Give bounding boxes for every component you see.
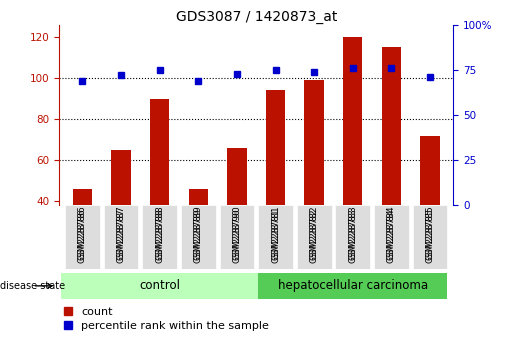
FancyBboxPatch shape — [297, 205, 332, 269]
Title: GDS3087 / 1420873_at: GDS3087 / 1420873_at — [176, 10, 337, 24]
Bar — [304, 80, 324, 205]
Bar — [188, 189, 208, 205]
Text: GSM228786: GSM228786 — [78, 209, 87, 263]
Text: GSM228790: GSM228790 — [232, 205, 242, 260]
Text: GSM228786: GSM228786 — [78, 205, 87, 260]
FancyBboxPatch shape — [181, 205, 216, 269]
Text: GSM228787: GSM228787 — [116, 205, 126, 260]
Bar — [61, 273, 258, 299]
FancyBboxPatch shape — [258, 205, 293, 269]
Text: GSM228787: GSM228787 — [116, 209, 126, 263]
Bar — [420, 136, 440, 205]
Text: GSM228782: GSM228782 — [310, 205, 319, 260]
FancyBboxPatch shape — [219, 205, 254, 269]
Text: GSM228781: GSM228781 — [271, 209, 280, 263]
Bar — [382, 47, 401, 205]
Bar — [266, 90, 285, 205]
Text: GSM228789: GSM228789 — [194, 209, 203, 263]
Text: GSM228789: GSM228789 — [194, 205, 203, 260]
FancyBboxPatch shape — [413, 205, 448, 269]
FancyBboxPatch shape — [374, 205, 409, 269]
Bar — [227, 148, 247, 205]
Text: GSM228788: GSM228788 — [155, 205, 164, 260]
Text: GSM228781: GSM228781 — [271, 205, 280, 260]
Legend: count, percentile rank within the sample: count, percentile rank within the sample — [59, 303, 274, 335]
Text: GSM228784: GSM228784 — [387, 205, 396, 260]
Bar — [111, 150, 131, 205]
Text: GSM228782: GSM228782 — [310, 209, 319, 263]
Bar — [343, 37, 363, 205]
Bar — [73, 189, 92, 205]
Text: hepatocellular carcinoma: hepatocellular carcinoma — [278, 279, 428, 292]
Text: GSM228783: GSM228783 — [348, 205, 357, 260]
FancyBboxPatch shape — [335, 205, 370, 269]
Text: GSM228783: GSM228783 — [348, 209, 357, 263]
Bar — [150, 99, 169, 205]
Text: GSM228790: GSM228790 — [232, 209, 242, 263]
FancyBboxPatch shape — [65, 205, 100, 269]
Text: GSM228788: GSM228788 — [155, 209, 164, 263]
Text: GSM228785: GSM228785 — [425, 209, 435, 263]
FancyBboxPatch shape — [142, 205, 177, 269]
Bar — [258, 273, 448, 299]
Text: control: control — [139, 279, 180, 292]
Text: GSM228785: GSM228785 — [425, 205, 435, 260]
FancyBboxPatch shape — [104, 205, 139, 269]
Text: GSM228784: GSM228784 — [387, 209, 396, 263]
Text: disease state: disease state — [0, 281, 65, 291]
